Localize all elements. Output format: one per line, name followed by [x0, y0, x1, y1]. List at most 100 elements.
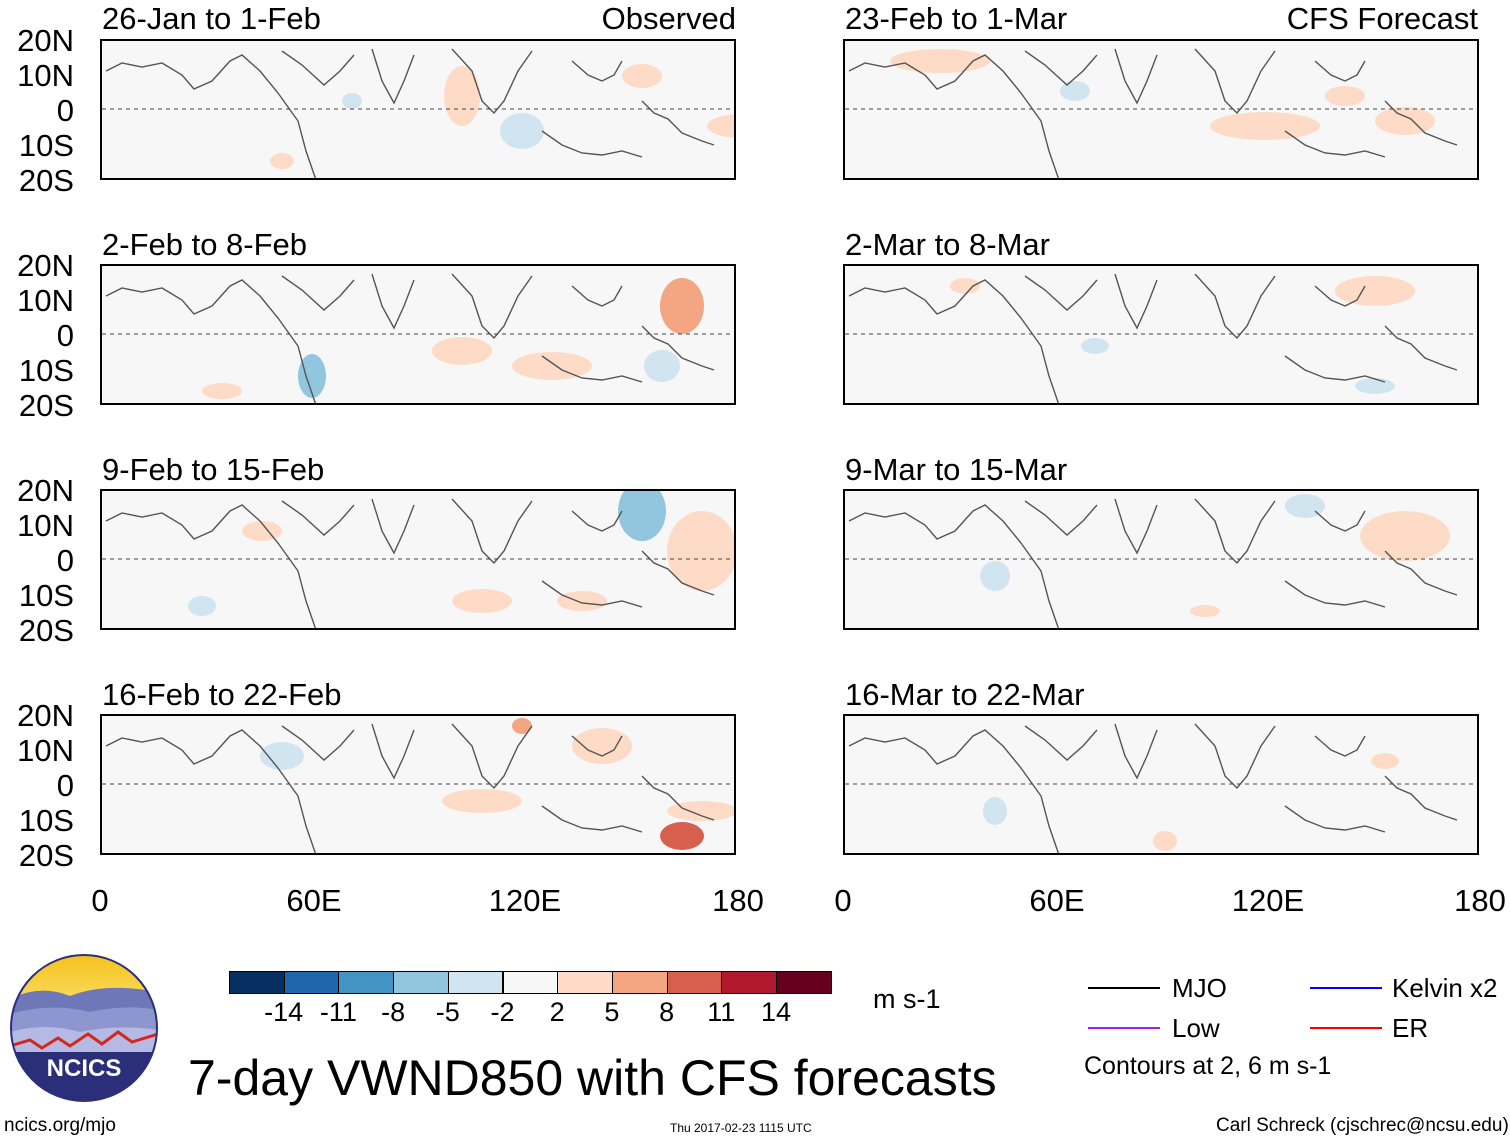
coastline	[105, 48, 715, 178]
footer-credit: Carl Schreck (cjschrec@ncsu.edu)	[1216, 1115, 1509, 1136]
colorbar-label: 11	[707, 997, 736, 1027]
wind-anomaly-region	[1060, 81, 1090, 101]
colorbar-cell	[502, 971, 559, 994]
lon-label: 180	[712, 883, 764, 918]
wind-anomaly-region	[298, 354, 326, 398]
coastline	[848, 498, 1458, 628]
wind-anomaly-region	[442, 789, 522, 813]
lat-label: 20S	[18, 838, 74, 873]
colorbar-label: 14	[760, 997, 792, 1027]
wind-anomaly-region	[667, 801, 734, 821]
wind-anomaly-region	[342, 93, 362, 109]
panel-title: 9-Feb to 15-Feb	[102, 452, 325, 487]
wind-anomaly-region	[1335, 276, 1415, 306]
colorbar-label: -8	[381, 997, 406, 1027]
wind-anomaly-region	[950, 278, 980, 294]
lon-label: 0	[91, 883, 109, 918]
panel-title: 2-Feb to 8-Feb	[102, 227, 308, 262]
lon-label: 180	[1454, 883, 1506, 918]
lat-label: 20S	[18, 613, 74, 648]
legend-label-kelvin: Kelvin x2	[1392, 973, 1498, 1003]
map-svg	[845, 494, 1477, 628]
colorbar-label: -2	[490, 997, 515, 1027]
wind-anomaly-region	[500, 113, 544, 149]
wind-anomaly-region	[572, 728, 632, 764]
map-panel	[843, 714, 1479, 855]
lon-label: 120E	[488, 883, 562, 918]
wind-anomaly-region	[432, 337, 492, 365]
map-svg	[102, 48, 734, 178]
panel-title: 2-Mar to 8-Mar	[845, 227, 1050, 262]
lat-label: 0	[56, 543, 74, 578]
lat-label: 10S	[18, 128, 74, 163]
logo-text: NCICS	[47, 1055, 122, 1082]
colorbar-label: 8	[659, 997, 675, 1027]
panel-title: 16-Feb to 22-Feb	[102, 677, 342, 712]
lat-label: 20N	[17, 248, 74, 283]
lat-label: 20N	[17, 23, 74, 58]
legend-label-er: ER	[1392, 1013, 1429, 1043]
lat-label: 20N	[17, 698, 74, 733]
wind-anomaly-region	[1325, 86, 1365, 106]
lat-label: 10S	[18, 578, 74, 613]
wind-anomaly-region	[452, 589, 512, 613]
wind-anomaly-region	[667, 511, 734, 591]
map-panel	[843, 39, 1479, 180]
wind-anomaly-region	[622, 64, 662, 88]
wind-anomaly-region	[557, 591, 607, 611]
panel-title: 9-Mar to 15-Mar	[845, 452, 1068, 487]
map-svg	[102, 491, 734, 628]
figure-title: 7-day VWND850 with CFS forecasts	[188, 1050, 997, 1106]
lat-label: 0	[56, 768, 74, 803]
map-svg	[845, 723, 1477, 853]
colorbar-cell	[229, 971, 285, 994]
coastline	[105, 498, 715, 628]
ncics-logo: NCICS	[10, 954, 158, 1102]
wind-anomaly-region	[1360, 511, 1450, 561]
wind-anomaly-region	[1190, 605, 1220, 617]
panel-title: 26-Jan to 1-Feb	[102, 1, 321, 36]
wind-anomaly-region	[1371, 753, 1399, 769]
wind-anomaly-region	[1081, 338, 1109, 354]
lat-label: 10S	[18, 803, 74, 838]
wind-anomaly-region	[512, 352, 592, 380]
legend-swatch-kelvin	[1310, 987, 1382, 989]
panel-title: 23-Feb to 1-Mar	[845, 1, 1068, 36]
colorbar-label: -11	[319, 997, 357, 1027]
lat-label: 10S	[18, 353, 74, 388]
footer-url[interactable]: ncics.org/mjo	[4, 1115, 116, 1136]
colorbar-cell	[721, 971, 777, 994]
coastline	[848, 273, 1458, 403]
coastline	[848, 723, 1458, 853]
panel-tag-forecast: CFS Forecast	[1286, 1, 1478, 36]
wind-anomaly-region	[1375, 107, 1435, 135]
colorbar-cell	[447, 971, 504, 994]
footer-timestamp: Thu 2017-02-23 1115 UTC	[670, 1121, 812, 1135]
lat-label: 20N	[17, 473, 74, 508]
lat-label: 20S	[18, 163, 74, 198]
lat-label: 10N	[17, 58, 74, 93]
legend-label-low: Low	[1172, 1013, 1220, 1043]
coastline	[848, 48, 1458, 178]
map-svg	[845, 48, 1477, 178]
lat-label: 20S	[18, 388, 74, 423]
wind-anomaly-region	[202, 383, 242, 399]
colorbar-cell	[393, 971, 449, 994]
wind-anomaly-region	[1210, 112, 1320, 140]
wind-anomaly-region	[983, 797, 1007, 825]
lon-label: 60E	[1029, 883, 1085, 918]
map-panel	[100, 714, 736, 855]
wind-anomaly-region	[660, 822, 704, 850]
map-panel	[843, 264, 1479, 405]
lon-label: 120E	[1231, 883, 1305, 918]
colorbar-cell	[611, 971, 668, 994]
colorbar-cell	[776, 971, 832, 994]
panel-title: 16-Mar to 22-Mar	[845, 677, 1085, 712]
colorbar-units: m s-1	[873, 984, 941, 1014]
map-panel	[100, 39, 736, 180]
colorbar-label: 5	[604, 997, 620, 1027]
lat-label: 10N	[17, 733, 74, 768]
map-panel	[843, 489, 1479, 630]
wind-anomaly-region	[270, 153, 294, 169]
legend-label-mjo: MJO	[1172, 973, 1227, 1003]
